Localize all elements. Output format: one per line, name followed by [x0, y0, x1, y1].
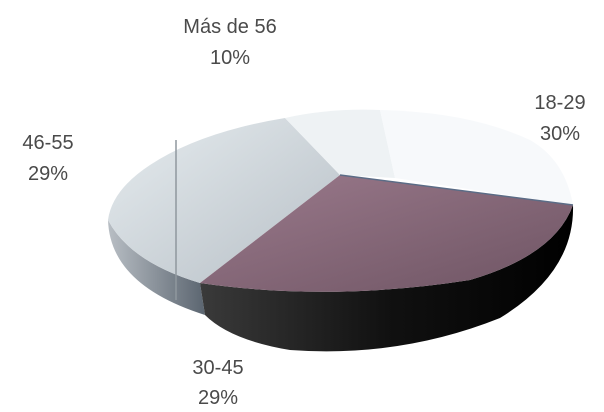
slice-46-55	[108, 118, 340, 283]
label-18-29-name: 18-29	[534, 92, 585, 114]
pie-top-edge	[339, 174, 574, 206]
pie-side-front	[200, 205, 574, 352]
pie-side-46-55	[108, 220, 205, 315]
label-46-55-name: 46-55	[22, 132, 73, 154]
label-30-45-pct: 29%	[198, 387, 238, 409]
slice-18-29	[200, 175, 573, 292]
label-mas-de-56-name: Más de 56	[183, 16, 276, 38]
slice-18-29-top-light	[380, 110, 573, 205]
label-18-29-pct: 30%	[540, 123, 580, 145]
label-30-45-name: 30-45	[192, 357, 243, 379]
slice-mas-de-56	[285, 109, 395, 178]
data-labels: Más de 56 10% 18-29 30% 46-55 29% 30-45 …	[22, 16, 585, 409]
pie-body	[108, 109, 574, 352]
label-46-55-pct: 29%	[28, 163, 68, 185]
label-mas-de-56-pct: 10%	[210, 47, 250, 69]
